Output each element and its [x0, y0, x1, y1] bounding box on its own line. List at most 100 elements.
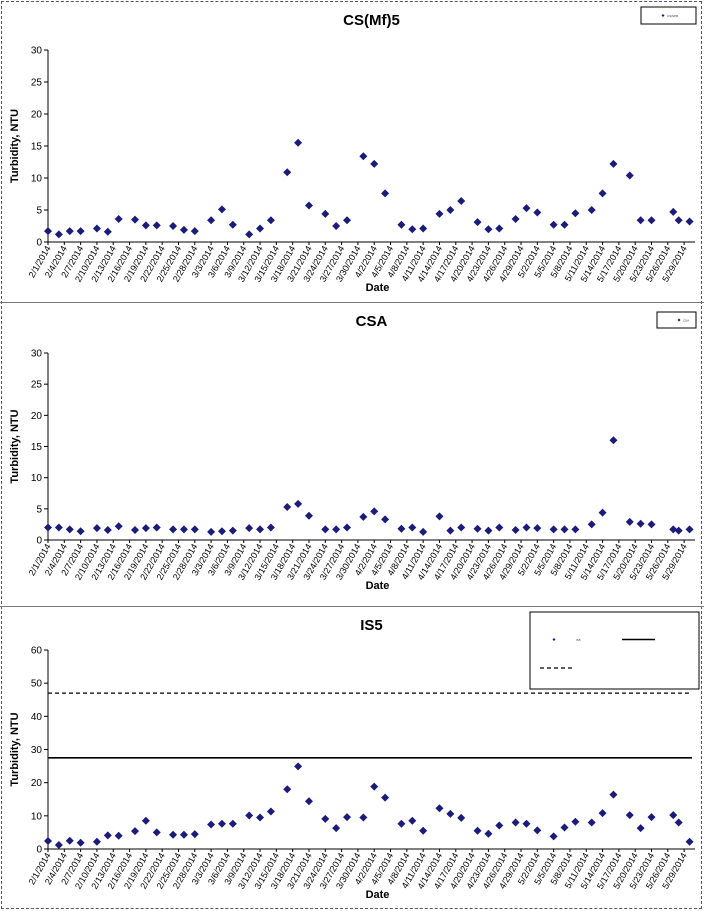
data-point: [54, 230, 63, 239]
data-point: [283, 168, 292, 177]
legend-label: CS(Mf)5: [667, 14, 678, 18]
legend: CS(Mf)5: [640, 6, 697, 25]
data-point: [625, 517, 634, 526]
data-point: [473, 524, 482, 533]
data-point: [76, 527, 85, 536]
y-tick-label: 5: [36, 206, 42, 217]
data-point: [207, 216, 216, 225]
chart-title: CS(Mf)5: [343, 12, 400, 29]
chart-title: CSA: [356, 313, 388, 330]
data-point: [511, 526, 520, 535]
data-point: [190, 525, 199, 534]
data-point: [408, 523, 417, 532]
legend-label: IS5: [576, 638, 581, 642]
data-point: [179, 225, 188, 234]
data-point: [549, 525, 558, 534]
y-tick-label: 25: [31, 380, 43, 391]
data-point: [495, 224, 504, 233]
data-point: [636, 824, 645, 833]
y-tick-label: 50: [31, 679, 43, 690]
data-point: [266, 216, 275, 225]
data-point: [609, 436, 618, 445]
data-point: [625, 811, 634, 820]
data-point: [44, 227, 52, 236]
data-point: [560, 220, 569, 229]
data-point: [343, 813, 352, 822]
data-point: [381, 515, 390, 524]
data-point: [256, 525, 265, 534]
panel-divider: [0, 302, 704, 303]
data-point: [103, 526, 112, 535]
chart-title: IS5: [360, 617, 383, 634]
data-point: [571, 817, 580, 826]
data-point: [114, 831, 123, 840]
legend: IS5: [529, 611, 700, 690]
legend: CSA: [656, 311, 697, 329]
y-tick-label: 30: [31, 46, 43, 57]
data-point: [473, 826, 482, 835]
data-point: [457, 197, 466, 206]
data-point: [397, 220, 406, 229]
data-point: [179, 525, 188, 534]
data-point: [435, 804, 444, 813]
y-tick-label: 60: [31, 646, 43, 657]
data-point: [571, 209, 580, 218]
data-point: [359, 813, 368, 822]
data-point: [435, 209, 444, 218]
data-point: [92, 837, 101, 846]
data-point: [636, 216, 645, 225]
data-point: [457, 523, 466, 532]
data-point: [484, 526, 493, 535]
data-point: [245, 230, 254, 239]
y-tick-label: 20: [31, 778, 43, 789]
data-point: [217, 527, 226, 536]
data-point: [669, 207, 678, 216]
data-point: [228, 220, 237, 229]
legend-marker: [661, 14, 665, 17]
data-point: [169, 830, 178, 839]
data-point: [332, 525, 341, 534]
data-point: [522, 819, 531, 828]
data-point: [370, 507, 379, 516]
y-tick-label: 30: [31, 745, 43, 756]
data-point: [549, 832, 558, 841]
data-point: [103, 831, 112, 840]
data-point: [685, 837, 694, 846]
data-point: [103, 227, 112, 236]
data-point: [283, 502, 292, 511]
y-axis-label: Turbidity, NTU: [9, 409, 21, 483]
data-point: [152, 523, 161, 532]
y-axis-label: Turbidity, NTU: [9, 712, 21, 786]
y-tick-label: 10: [31, 811, 43, 822]
y-tick-label: 0: [36, 536, 42, 547]
data-point: [256, 224, 265, 233]
data-point: [294, 138, 303, 147]
data-point: [343, 523, 352, 532]
data-point: [217, 205, 226, 214]
data-point: [446, 526, 455, 535]
data-point: [685, 525, 694, 534]
chart-panel-is5: IS5 0 10 20 30 40 50 60 Turbidity, NTU 2/1/2014 2/…: [2, 610, 702, 908]
data-point: [609, 790, 618, 799]
y-tick-label: 0: [36, 845, 42, 856]
data-point: [228, 819, 237, 828]
data-point: [419, 527, 428, 536]
y-tick-label: 0: [36, 238, 42, 249]
data-point: [130, 215, 139, 224]
data-point: [397, 819, 406, 828]
data-point: [130, 526, 139, 535]
y-tick-label: 10: [31, 473, 43, 484]
data-point: [190, 830, 199, 839]
data-point: [533, 826, 542, 835]
data-point: [207, 820, 216, 829]
data-point: [92, 224, 101, 233]
data-point: [44, 523, 52, 532]
data-point: [266, 523, 275, 532]
data-point: [674, 216, 683, 225]
data-point: [381, 189, 390, 198]
data-point: [190, 227, 199, 236]
data-point: [141, 221, 150, 230]
data-point: [283, 785, 292, 794]
data-point: [419, 224, 428, 233]
